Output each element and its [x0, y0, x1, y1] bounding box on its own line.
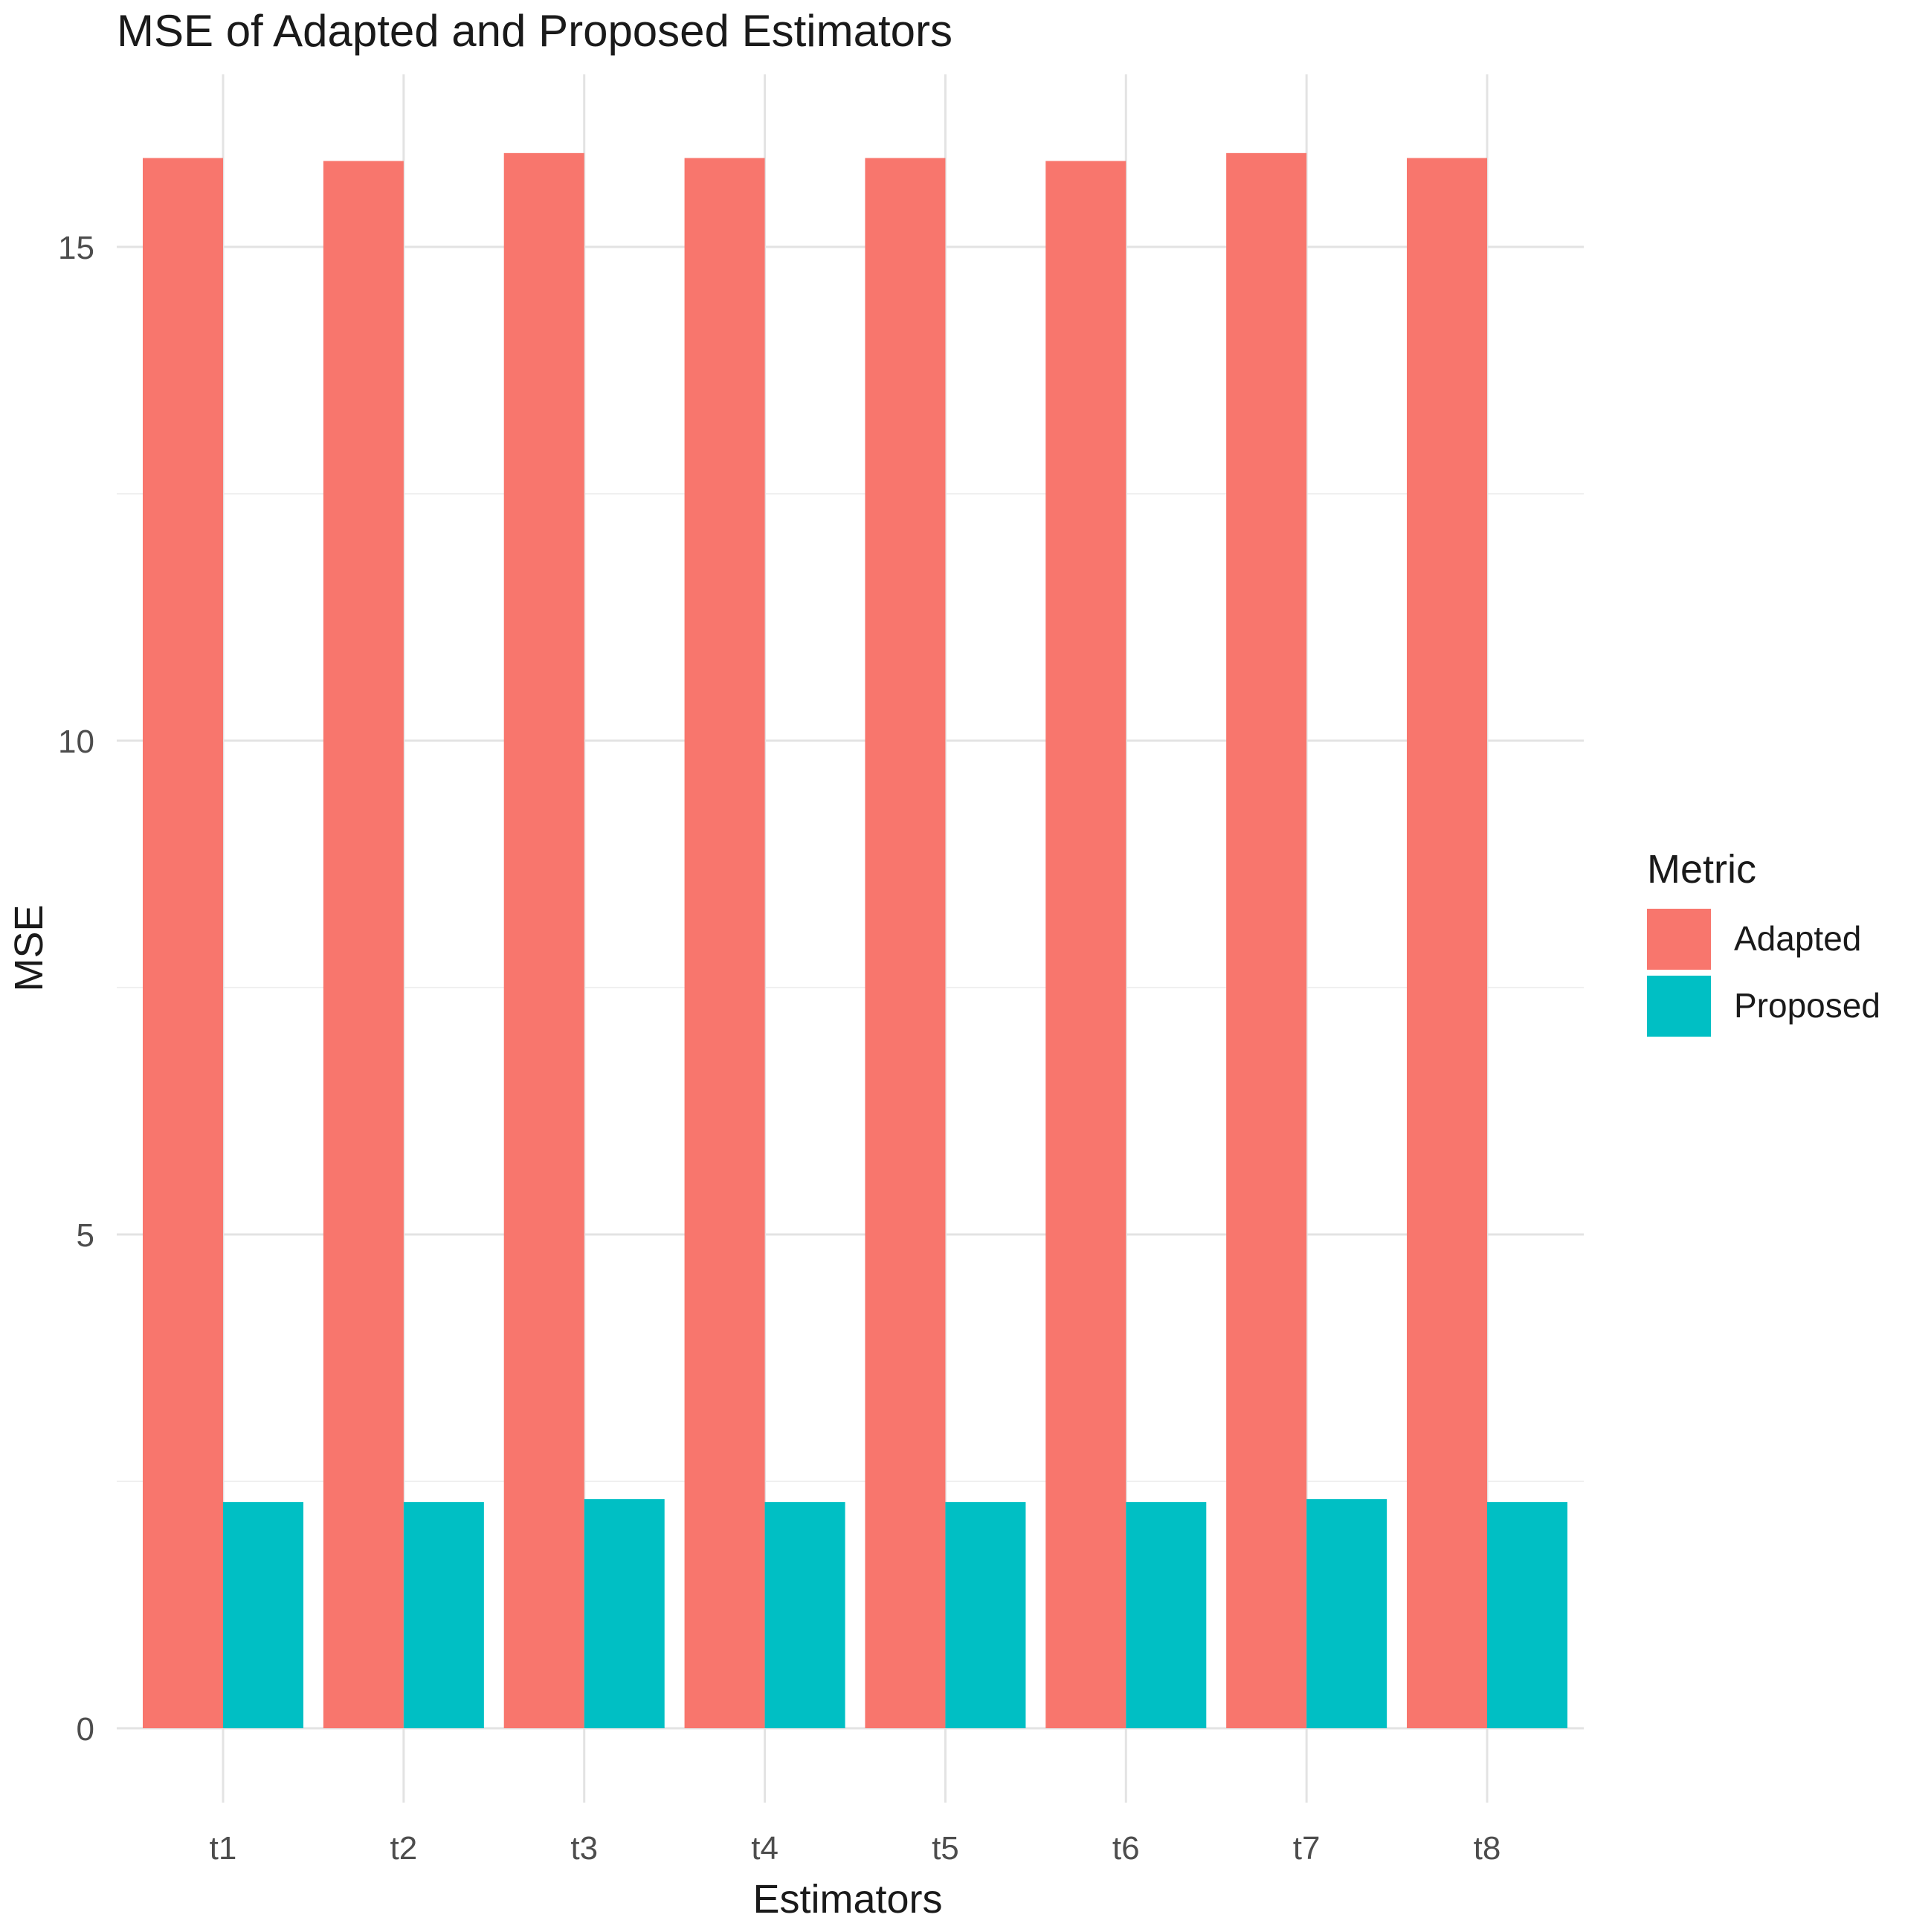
bar-adapted-t8: [1407, 158, 1487, 1729]
y-tick-label: 5: [77, 1217, 94, 1254]
bar-proposed-t2: [403, 1501, 484, 1728]
x-tick-label: t1: [210, 1830, 237, 1867]
bar-proposed-t5: [945, 1501, 1026, 1728]
legend-key-adapted: [1647, 909, 1711, 970]
y-tick-label: 0: [77, 1711, 94, 1748]
legend-label-proposed: Proposed: [1734, 986, 1880, 1025]
x-tick-label: t5: [932, 1830, 959, 1867]
y-tick-label: 15: [58, 230, 94, 266]
legend-label-adapted: Adapted: [1734, 919, 1861, 958]
x-tick-label: t6: [1112, 1830, 1140, 1867]
bar-adapted-t7: [1226, 152, 1307, 1728]
x-tick-label: t4: [751, 1830, 779, 1867]
bar-proposed-t6: [1126, 1501, 1207, 1728]
bar-adapted-t1: [143, 158, 223, 1729]
chart-title: MSE of Adapted and Proposed Estimators: [117, 6, 953, 56]
bar-proposed-t8: [1487, 1501, 1567, 1728]
bar-adapted-t2: [323, 161, 404, 1728]
bar-proposed-t3: [584, 1498, 665, 1728]
x-tick-label: t3: [570, 1830, 598, 1867]
bar-adapted-t6: [1045, 161, 1126, 1728]
legend-title: Metric: [1647, 847, 1756, 892]
x-tick-label: t7: [1293, 1830, 1321, 1867]
y-axis-label: MSE: [7, 904, 51, 991]
bar-proposed-t4: [764, 1501, 845, 1728]
bar-adapted-t3: [503, 152, 584, 1728]
bar-adapted-t5: [865, 158, 946, 1729]
y-tick-label: 10: [58, 724, 94, 760]
bar-adapted-t4: [684, 158, 765, 1729]
x-tick-label: t2: [390, 1830, 418, 1867]
x-tick-label: t8: [1474, 1830, 1501, 1867]
x-axis-label: Estimators: [752, 1877, 942, 1922]
legend: Metric Adapted Proposed: [1647, 847, 1880, 1037]
legend-key-proposed: [1647, 976, 1711, 1037]
bar-proposed-t1: [223, 1501, 303, 1728]
bar-proposed-t7: [1306, 1498, 1387, 1728]
